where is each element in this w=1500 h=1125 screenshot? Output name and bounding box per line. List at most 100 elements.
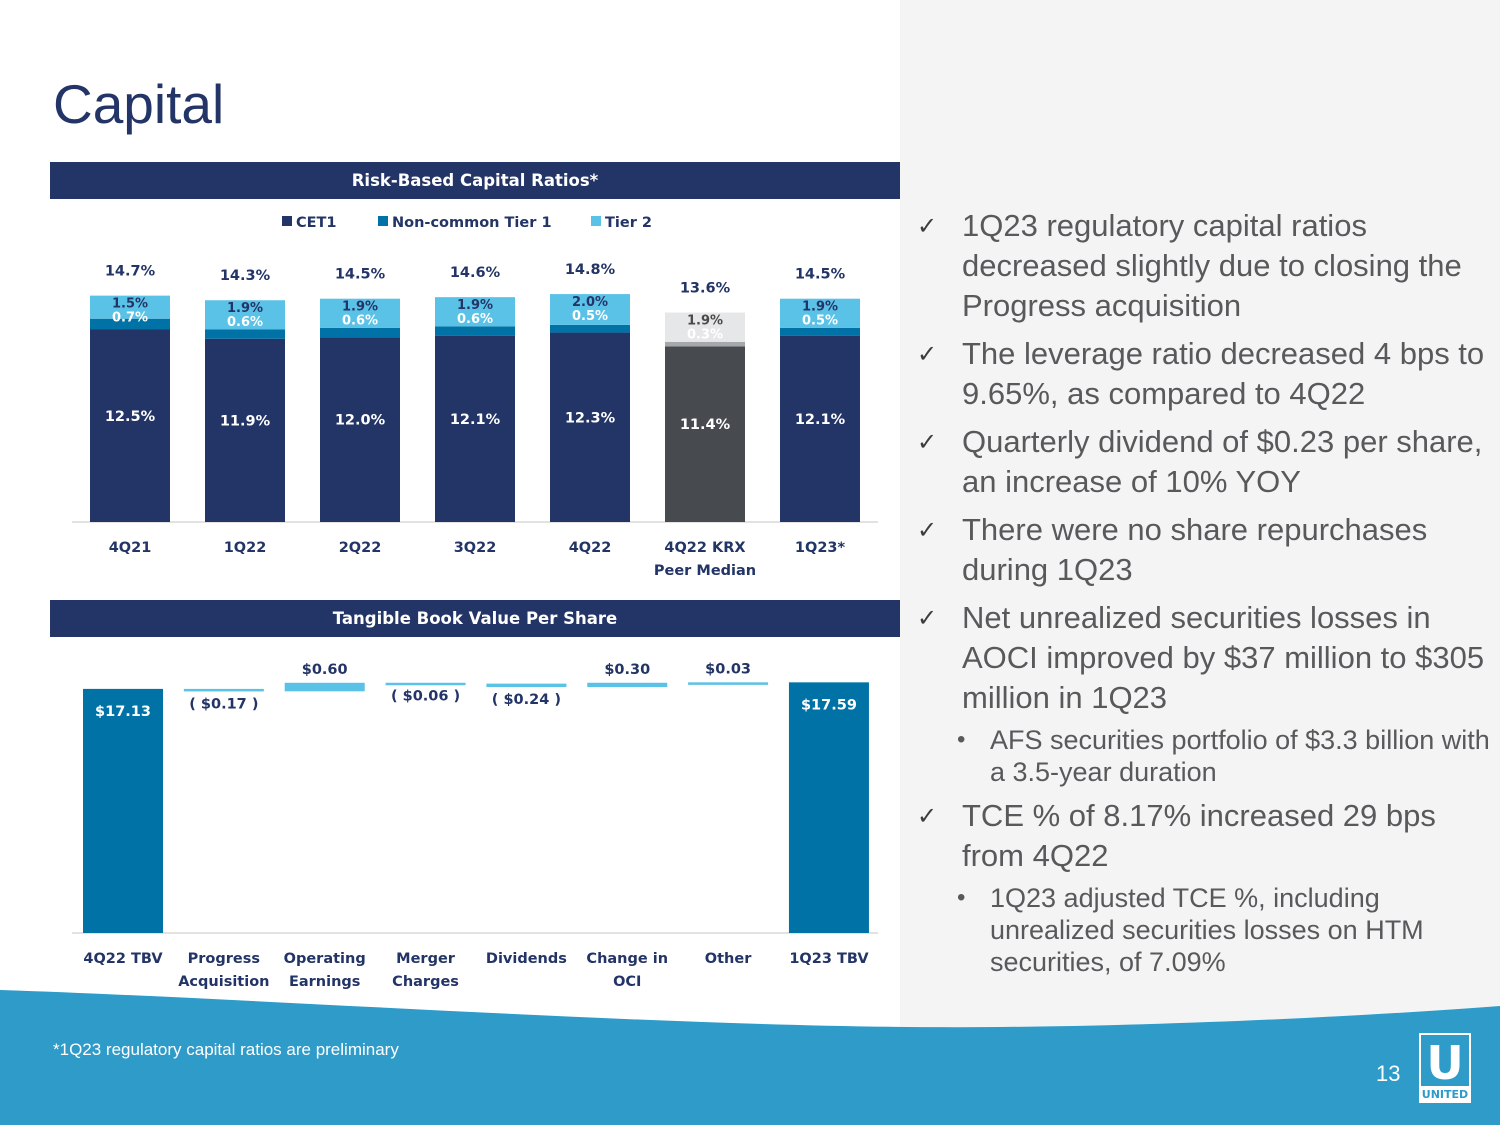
label-total-5: 13.6% [680, 281, 731, 297]
label-total-0: 14.7% [105, 264, 156, 280]
tbv-value-label-7: $17.59 [801, 697, 857, 713]
checkmark-icon: ✓ [917, 212, 938, 240]
label-total-3: 14.6% [450, 265, 501, 281]
bar-tier2-6 [780, 298, 860, 328]
label-cet1-5: 11.4% [680, 417, 731, 433]
capital-ratios-banner: Risk-Based Capital Ratios* [50, 162, 900, 199]
category-label-0: 4Q21 [109, 540, 152, 556]
category-label-1: 1Q22 [224, 540, 267, 556]
tbv-value-label-1: ( $0.17 ) [189, 696, 258, 712]
right-panel-background [900, 0, 1500, 1125]
legend-label-1: Non-common Tier 1 [392, 215, 552, 231]
tbv-bar-5 [587, 682, 668, 688]
category-label-4: 4Q22 [569, 540, 612, 556]
label-cet1-0: 12.5% [105, 409, 156, 425]
label-cet1-1: 11.9% [220, 413, 271, 429]
category-label-2: 2Q22 [339, 540, 382, 556]
label-tier2-4: 2.0% [572, 295, 608, 310]
category-label-3: 3Q22 [454, 540, 497, 556]
tbv-category-label-0: 4Q22 TBV [83, 951, 163, 967]
tbv-category-label-3-line2: Charges [392, 974, 459, 990]
bar-tier2-2 [320, 298, 400, 328]
label-tier2-3: 1.9% [457, 298, 493, 313]
label-noncommon-tier1-6: 0.5% [802, 314, 838, 329]
bar-noncommon-tier1-5 [665, 341, 745, 347]
tbv-category-label-6: Other [705, 951, 752, 967]
tbv-value-label-6: $0.03 [705, 661, 751, 677]
label-tier2-6: 1.9% [802, 300, 838, 315]
label-tier2-1: 1.9% [227, 301, 263, 316]
tbv-bar-1 [183, 688, 264, 692]
bar-noncommon-tier1-3 [435, 326, 515, 336]
label-cet1-4: 12.3% [565, 410, 616, 426]
tbv-category-label-4: Dividends [486, 951, 567, 967]
tbv-category-label-2-line2: Earnings [289, 974, 360, 990]
tbv-value-label-0: $17.13 [95, 704, 151, 720]
tbv-category-label-5: Change in [586, 951, 668, 967]
key-points-list: ✓ 1Q23 regulatory capital ratios decrease… [915, 206, 1490, 986]
label-noncommon-tier1-1: 0.6% [227, 315, 263, 330]
label-total-1: 14.3% [220, 268, 271, 284]
bar-cet1-4 [550, 332, 630, 522]
label-tier2-2: 1.9% [342, 300, 378, 315]
united-logo: U UNITED [1419, 1033, 1471, 1103]
bar-tier2-4 [550, 294, 630, 325]
tbv-banner: Tangible Book Value Per Share [50, 600, 900, 637]
bar-cet1-0 [90, 329, 170, 522]
bullet-item-2: ✓ Quarterly dividend of $0.23 per share, … [915, 422, 1490, 502]
tbv-category-label-7: 1Q23 TBV [789, 951, 869, 967]
bar-cet1-6 [780, 335, 860, 522]
checkmark-icon: ✓ [917, 428, 938, 456]
tbv-category-label-3: Merger [396, 951, 456, 967]
label-tier2-0: 1.5% [112, 297, 148, 312]
bar-tier2-0 [90, 295, 170, 319]
label-noncommon-tier1-5: 0.3% [687, 328, 723, 343]
sub-bullet-text: AFS securities portfolio of $3.3 billion… [990, 725, 1490, 787]
checkmark-icon: ✓ [917, 802, 938, 830]
tbv-waterfall-chart: $17.13 4Q22 TBV ( $0.17 ) Progress Acquisiti… [72, 661, 878, 990]
page-number: 13 [1376, 1061, 1401, 1086]
legend-swatch-2 [591, 216, 601, 226]
label-total-6: 14.5% [795, 267, 846, 283]
tbv-bar-6 [688, 682, 769, 685]
bar-cet1-2 [320, 337, 400, 522]
checkmark-icon: ✓ [917, 340, 938, 368]
category-label-6: 1Q23* [795, 540, 846, 556]
bullet-text: The leverage ratio decreased 4 bps to 9.… [962, 336, 1485, 411]
label-cet1-3: 12.1% [450, 412, 501, 428]
tbv-bar-4 [486, 683, 567, 688]
tbv-value-label-5: $0.30 [604, 662, 650, 678]
bar-noncommon-tier1-6 [780, 327, 860, 336]
bar-noncommon-tier1-1 [205, 329, 285, 339]
logo-text: UNITED [1422, 1088, 1468, 1101]
bar-noncommon-tier1-0 [90, 318, 170, 330]
tbv-category-label-5-line2: OCI [613, 974, 641, 990]
legend-swatch-1 [378, 216, 388, 226]
category-label-5-line2: Peer Median [654, 563, 756, 579]
category-label-5: 4Q22 KRX [664, 540, 745, 556]
legend-label-2: Tier 2 [605, 215, 652, 231]
bar-cet1-5 [665, 346, 745, 522]
tbv-category-label-2: Operating [284, 951, 366, 967]
tbv-bar-2 [284, 682, 365, 692]
label-cet1-2: 12.0% [335, 413, 386, 429]
legend-label-0: CET1 [296, 215, 337, 231]
label-cet1-6: 12.1% [795, 412, 846, 428]
checkmark-icon: ✓ [917, 516, 938, 544]
bullet-text: There were no share repurchases during 1… [962, 512, 1428, 587]
tbv-category-label-1-line2: Acquisition [178, 974, 269, 990]
footnote: *1Q23 regulatory capital ratios are prel… [53, 1040, 399, 1059]
bullet-item-0: ✓ 1Q23 regulatory capital ratios decrease… [915, 206, 1490, 326]
label-noncommon-tier1-3: 0.6% [457, 312, 493, 327]
tbv-bar-7 [788, 682, 869, 933]
bullet-item-4: ✓ Net unrealized securities losses in AOC… [915, 598, 1490, 718]
sub-bullet-text: 1Q23 adjusted TCE %, including unrealize… [990, 883, 1424, 977]
bullet-text: 1Q23 regulatory capital ratios decreased… [962, 208, 1462, 323]
bullet-text: TCE % of 8.17% increased 29 bps from 4Q2… [962, 798, 1436, 873]
tbv-category-label-1: Progress [188, 951, 260, 967]
bullet-text: Quarterly dividend of $0.23 per share, a… [962, 424, 1483, 499]
bar-tier2-1 [205, 300, 285, 330]
bar-cet1-3 [435, 335, 515, 522]
label-noncommon-tier1-4: 0.5% [572, 309, 608, 324]
